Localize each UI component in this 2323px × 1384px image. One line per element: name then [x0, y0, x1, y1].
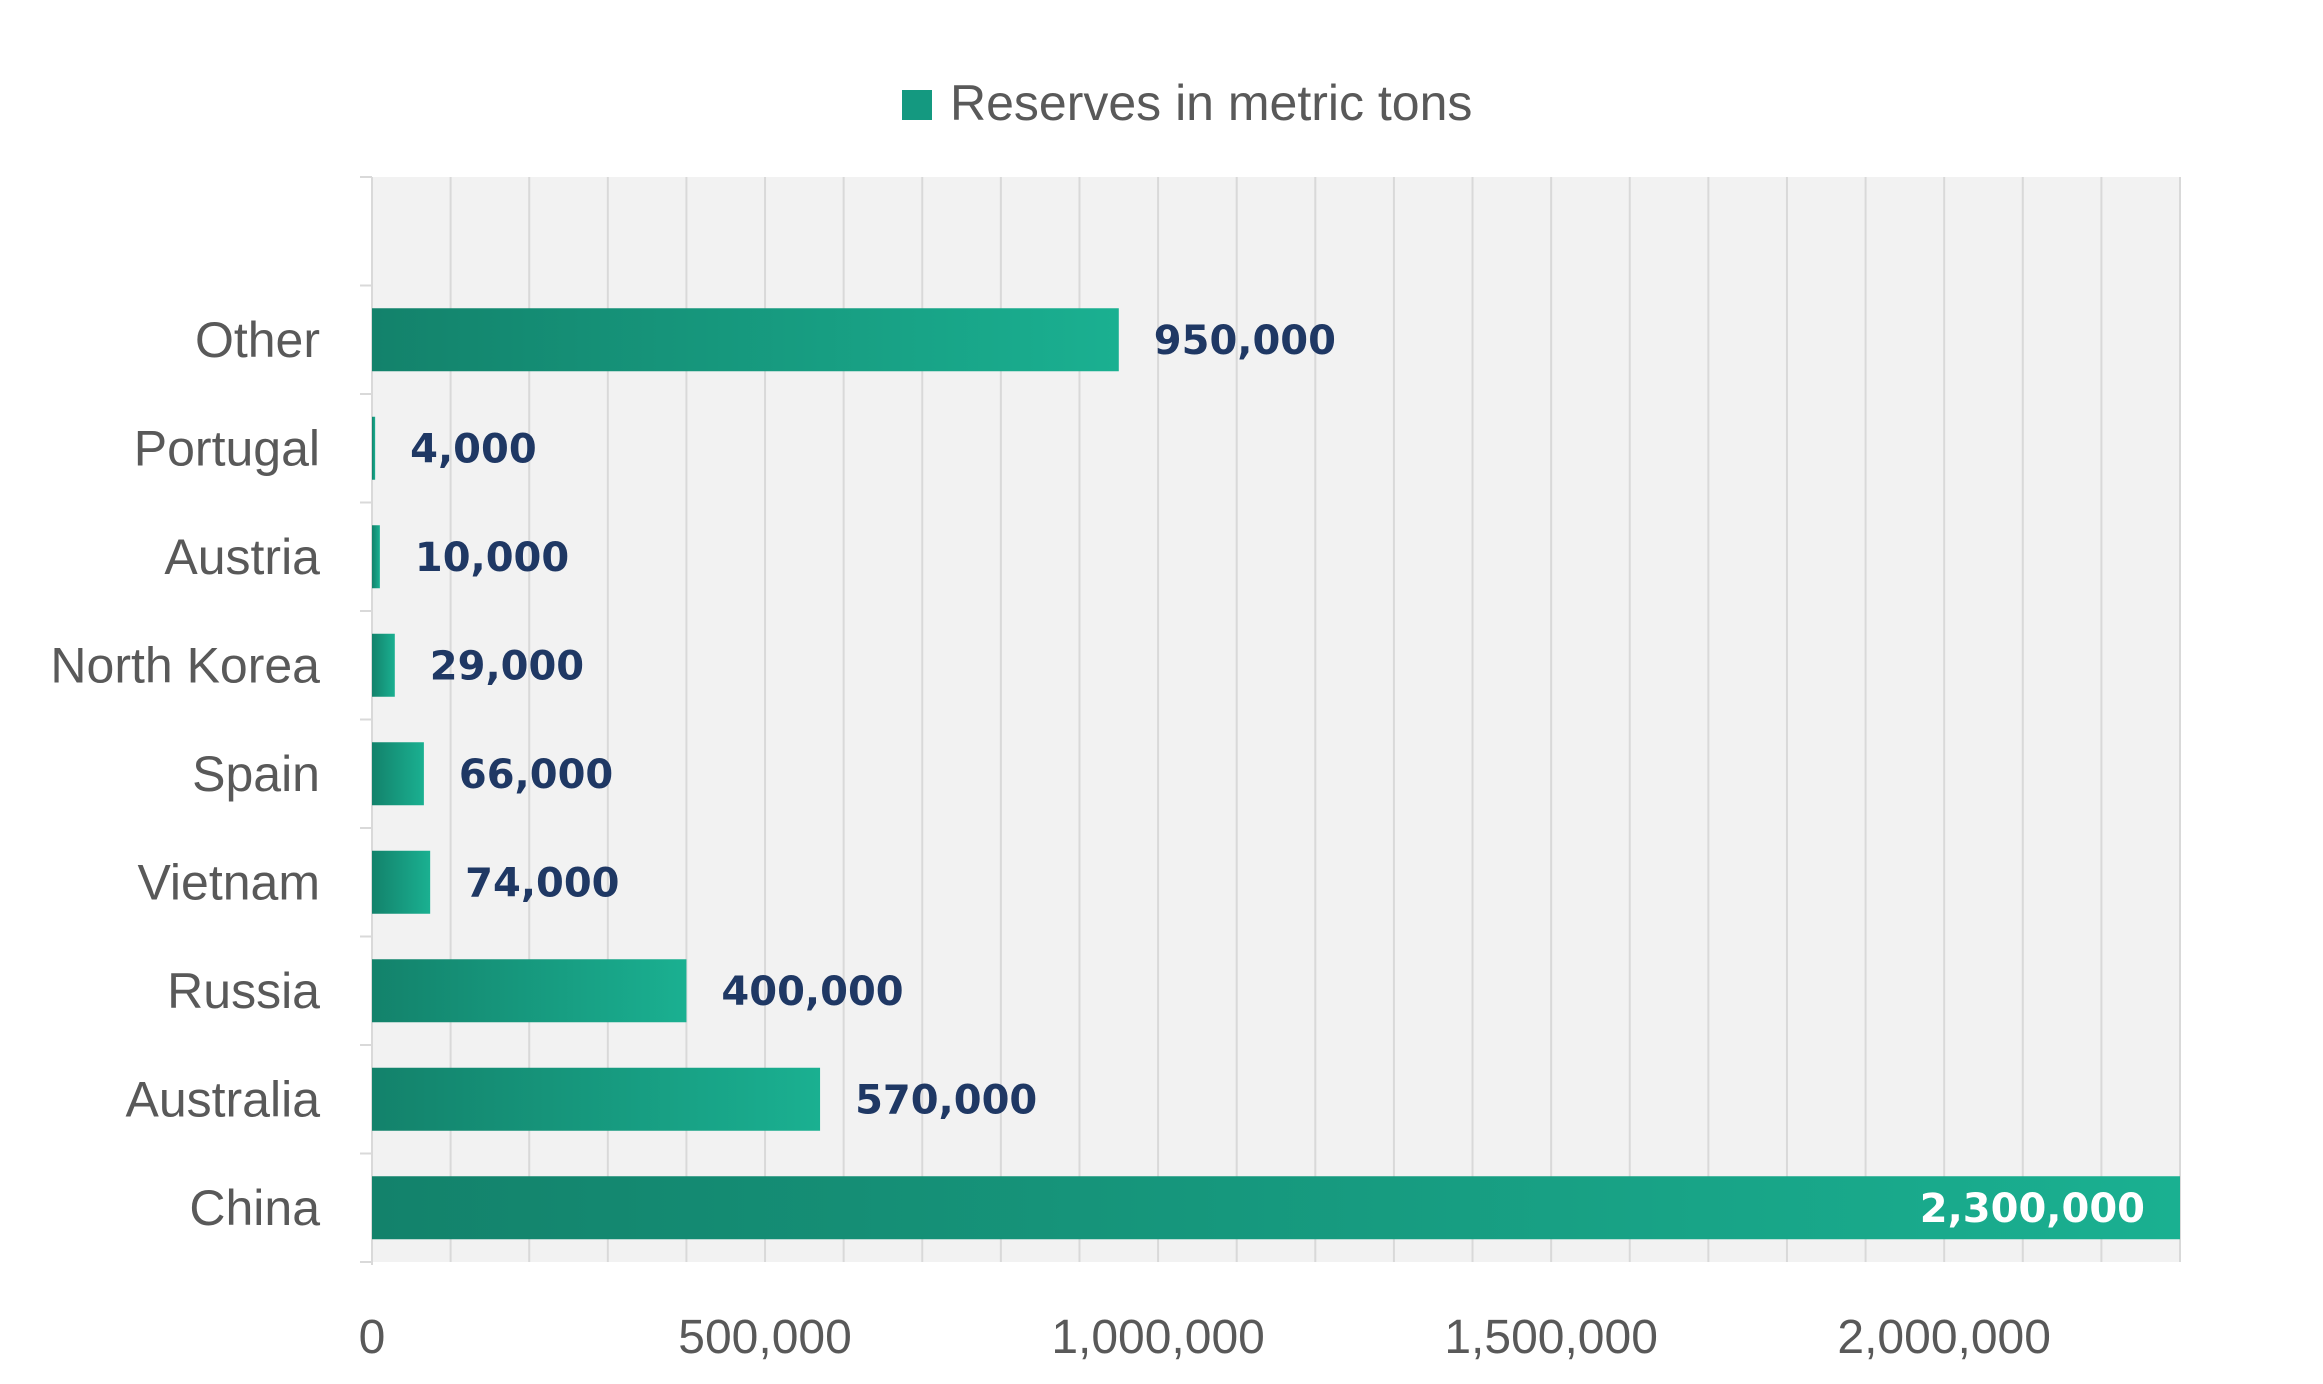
x-tick-label: 500,000: [678, 1311, 852, 1364]
x-tick-label: 2,000,000: [1837, 1311, 2051, 1364]
bar: [372, 525, 380, 589]
category-label: Spain: [192, 746, 320, 802]
data-label: 950,000: [1154, 318, 1336, 364]
x-tick-label: 1,500,000: [1444, 1311, 1658, 1364]
x-tick-label: 1,000,000: [1051, 1311, 1265, 1364]
data-label: 66,000: [459, 752, 613, 798]
legend-label: Reserves in metric tons: [950, 75, 1472, 131]
bar: [372, 742, 424, 806]
bar: [372, 1067, 821, 1131]
data-label: 29,000: [430, 643, 584, 689]
category-label: North Korea: [50, 637, 320, 693]
data-label: 4,000: [410, 426, 537, 472]
data-label: 2,300,000: [1920, 1186, 2145, 1232]
bar: [372, 633, 395, 697]
data-labels: 2,300,000 570,000 400,000 74,000 66,000 29,00…: [410, 318, 2145, 1232]
legend: Reserves in metric tons: [902, 75, 1472, 131]
x-tick-label: 0: [359, 1311, 386, 1364]
category-label: Other: [195, 312, 320, 368]
legend-swatch: [902, 90, 932, 120]
data-label: 10,000: [415, 535, 569, 581]
category-label: China: [189, 1180, 320, 1236]
bar: [372, 850, 431, 914]
data-label: 74,000: [465, 860, 619, 906]
category-labels: China Australia Russia Vietnam Spain North Ko…: [50, 312, 320, 1236]
data-label: 400,000: [721, 969, 903, 1015]
category-label: Russia: [167, 963, 320, 1019]
data-label: 570,000: [855, 1077, 1037, 1123]
bars: [372, 308, 2180, 1240]
category-label: Vietnam: [137, 854, 320, 910]
bar: [372, 1176, 2180, 1240]
category-axis: [360, 176, 373, 1265]
bar: [372, 959, 687, 1023]
category-label: Portugal: [134, 420, 320, 476]
category-label: Austria: [164, 529, 320, 585]
bar: [372, 416, 376, 480]
bar: [372, 308, 1119, 372]
value-axis-ticks: 0 500,000 1,000,000 1,500,000 2,000,000: [359, 1311, 2051, 1364]
category-label: Australia: [125, 1071, 320, 1127]
